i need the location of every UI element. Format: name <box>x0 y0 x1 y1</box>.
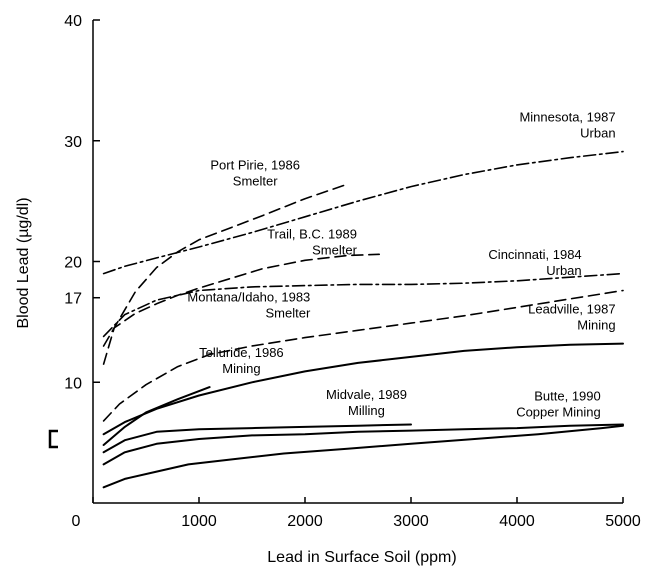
annotation-leadville-1987: Leadville, 1987 Mining <box>528 301 615 332</box>
annotation-port-pirie-1986: Port Pirie, 1986 Smelter <box>210 158 300 189</box>
series-line-unlabeled-9 <box>102 424 624 489</box>
chart-series <box>102 150 624 489</box>
series-line-minnesota-1987 <box>102 150 624 275</box>
y-tick-label: 20 <box>64 255 82 272</box>
y-axis-bracket-marker <box>48 429 58 449</box>
series-line-montana-idaho-1983 <box>102 289 624 422</box>
chart-axes: 10 17 20 30 40 0 1000 2000 3000 4000 5000 <box>48 13 641 530</box>
annotation-telluride-1986: Telluride, 1986 Mining <box>199 345 284 376</box>
x-tick-label: 5000 <box>605 513 641 530</box>
series-line-butte-1990 <box>102 423 624 466</box>
x-tick-label: 2000 <box>287 513 323 530</box>
annotation-midvale-1989: Midvale, 1989 Milling <box>326 387 407 418</box>
y-tick-label: 30 <box>64 134 82 151</box>
annotation-cincinnati-1984: Cincinnati, 1984 Urban <box>488 247 581 278</box>
series-line-telluride-1986 <box>102 386 211 446</box>
annotation-minnesota-1987: Minnesota, 1987 Urban <box>519 109 615 140</box>
x-tick-label: 4000 <box>499 513 535 530</box>
series-line-cincinnati-1984 <box>102 272 624 338</box>
x-tick-label: 0 <box>72 513 81 530</box>
series-line-port-pirie-1986 <box>102 183 349 365</box>
series-line-trail-b-c-1989 <box>102 253 381 347</box>
x-axis-label: Lead in Surface Soil (ppm) <box>267 549 456 566</box>
y-tick-label: 17 <box>64 291 82 308</box>
x-tick-label: 3000 <box>393 513 429 530</box>
annotation-montana-idaho-1983: Montana/Idaho, 1983 Smelter <box>187 289 311 320</box>
y-axis-label: Blood Lead (µg/dl) <box>15 197 32 328</box>
x-tick-label: 1000 <box>181 513 217 530</box>
series-line-midvale-1989 <box>102 423 412 454</box>
y-tick-label: 10 <box>64 375 82 392</box>
y-tick-label: 40 <box>64 13 82 30</box>
annotation-trail-b-c-1989: Trail, B.C. 1989 Smelter <box>267 227 358 258</box>
annotation-butte-1990: Butte, 1990 Copper Mining <box>516 388 601 419</box>
chart-annotations: Port Pirie, 1986 Smelter Minnesota, 1987 Ur… <box>187 109 615 419</box>
